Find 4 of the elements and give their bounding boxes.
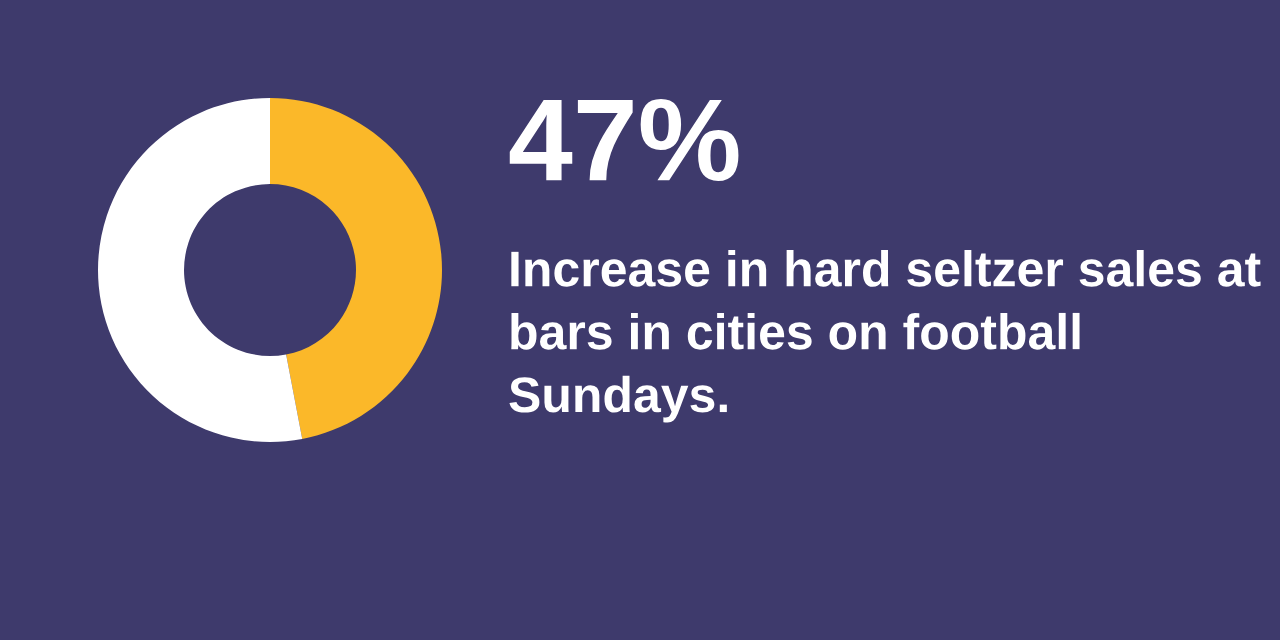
donut-slice [270, 98, 442, 439]
donut-slice [98, 98, 303, 442]
chart-title: 47% [509, 98, 739, 182]
text: Increase in hard seltzer sales at bars in cities on football Sundays. [509, 250, 1261, 423]
